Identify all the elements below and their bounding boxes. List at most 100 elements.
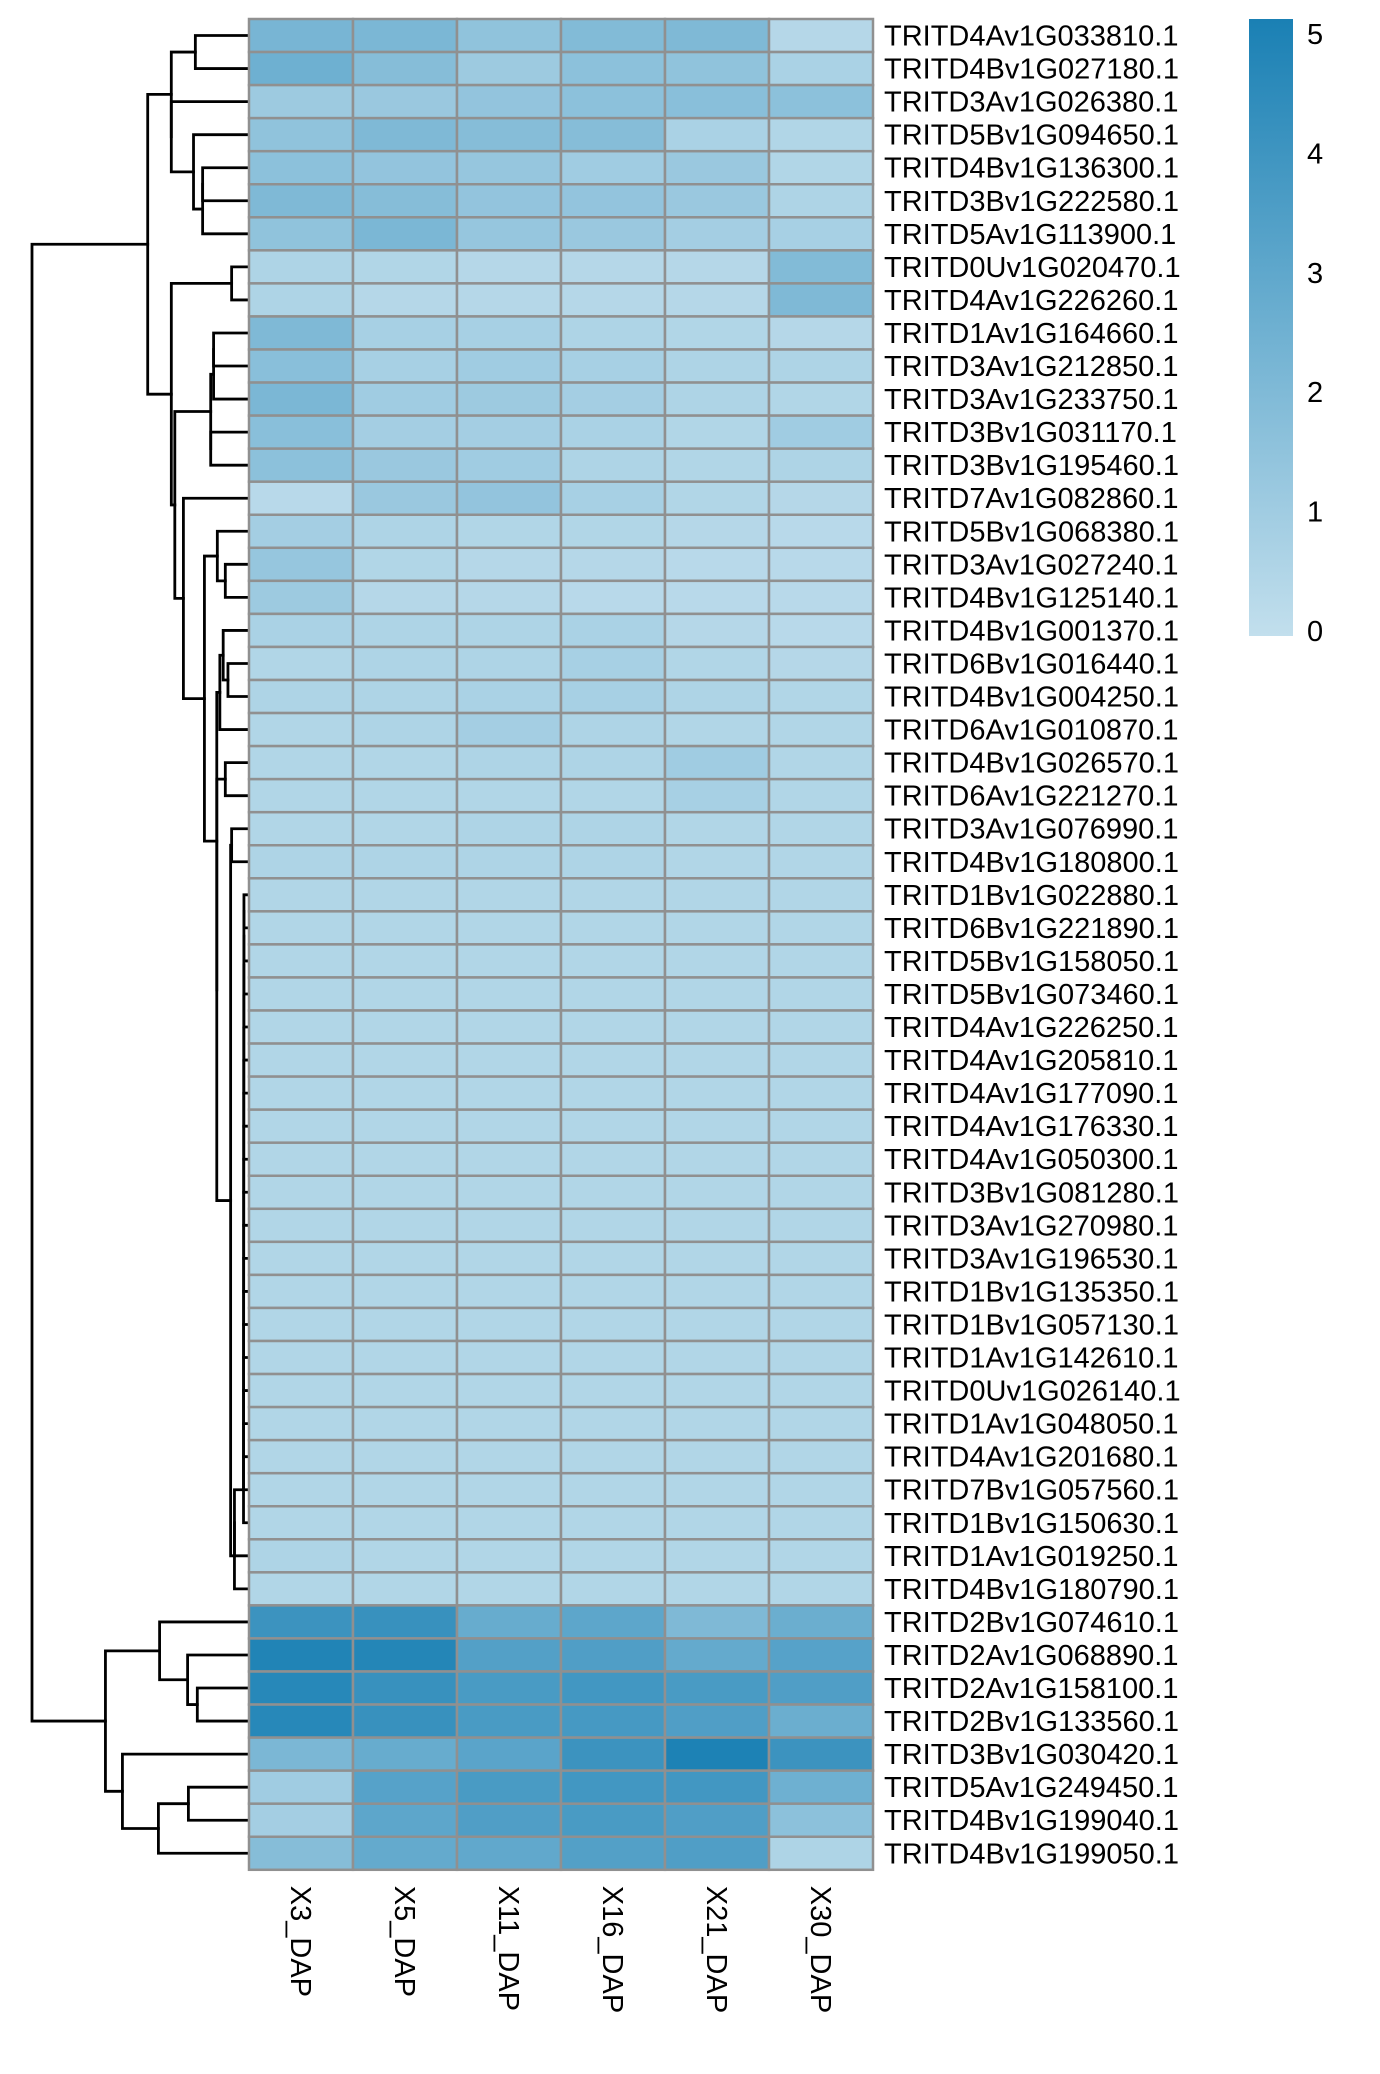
row-label: TRITD3Bv1G081280.1 bbox=[884, 1177, 1179, 1209]
heatmap-cell bbox=[559, 810, 667, 847]
heatmap-cell bbox=[663, 976, 771, 1012]
heatmap-cell bbox=[559, 1372, 667, 1409]
heatmap-cell bbox=[351, 83, 459, 120]
row-label: TRITD6Bv1G016440.1 bbox=[884, 648, 1179, 680]
column-label: X11_DAP bbox=[492, 1886, 524, 2011]
heatmap-cell bbox=[767, 480, 875, 517]
heatmap-cell bbox=[559, 1174, 667, 1211]
heatmap-cell bbox=[351, 1736, 459, 1772]
heatmap-cell bbox=[455, 1438, 563, 1475]
heatmap-cell bbox=[559, 1538, 667, 1574]
heatmap-cell bbox=[455, 1471, 563, 1508]
row-label: TRITD5Bv1G094650.1 bbox=[884, 120, 1179, 152]
heatmap-cell bbox=[663, 910, 771, 946]
heatmap-cell bbox=[663, 678, 771, 715]
row-label: TRITD4Av1G201680.1 bbox=[884, 1442, 1178, 1474]
heatmap-cell bbox=[455, 249, 563, 285]
dendrogram-branch bbox=[121, 1752, 251, 1830]
heatmap-cell bbox=[351, 744, 459, 781]
heatmap-cell bbox=[767, 1637, 875, 1673]
heatmap-cell bbox=[767, 777, 875, 814]
color-legend-bar bbox=[1249, 19, 1293, 636]
dendrogram-branch bbox=[209, 430, 251, 467]
heatmap-cell bbox=[767, 447, 875, 483]
heatmap-cell bbox=[455, 777, 563, 814]
heatmap-cell bbox=[559, 1637, 667, 1673]
row-label: TRITD4Bv1G180800.1 bbox=[884, 847, 1179, 879]
heatmap-cell bbox=[559, 612, 667, 649]
heatmap-cell bbox=[767, 17, 875, 54]
heatmap-cell bbox=[455, 1405, 563, 1442]
heatmap-cell bbox=[351, 1802, 459, 1838]
heatmap-cell bbox=[559, 315, 667, 351]
dendrogram-branch bbox=[157, 1802, 251, 1855]
heatmap-cell bbox=[247, 216, 355, 252]
row-label: TRITD1Av1G164660.1 bbox=[884, 318, 1178, 350]
heatmap-cell bbox=[663, 711, 771, 748]
heatmap-cell bbox=[663, 381, 771, 417]
heatmap-cell bbox=[455, 910, 563, 946]
heatmap-cell bbox=[455, 744, 563, 781]
heatmap-cell bbox=[351, 1174, 459, 1211]
heatmap-cell bbox=[559, 1339, 667, 1376]
heatmap-cell bbox=[767, 579, 875, 616]
heatmap-cell bbox=[663, 513, 771, 550]
dendrogram-branch bbox=[201, 166, 251, 203]
color-legend: 0 1 2 3 4 5 bbox=[1249, 19, 1323, 648]
dendrogram-branch bbox=[192, 133, 251, 211]
heatmap-cell bbox=[351, 1471, 459, 1508]
heatmap-cell bbox=[559, 744, 667, 781]
heatmap-cell bbox=[559, 1009, 667, 1045]
heatmap-cell bbox=[767, 1538, 875, 1574]
heatmap-cell bbox=[247, 645, 355, 682]
dendrogram-branch bbox=[230, 265, 251, 302]
dendrogram-branch bbox=[223, 562, 251, 599]
heatmap-cell bbox=[559, 1306, 667, 1343]
dendrogram-branch bbox=[215, 529, 251, 583]
heatmap-cell bbox=[247, 249, 355, 285]
row-label: TRITD4Bv1G026570.1 bbox=[884, 748, 1179, 780]
row-label: TRITD3Bv1G195460.1 bbox=[884, 450, 1179, 482]
heatmap-cell bbox=[247, 1571, 355, 1607]
heatmap-cell bbox=[559, 1042, 667, 1078]
heatmap-cell bbox=[663, 1438, 771, 1475]
heatmap-cell bbox=[455, 1670, 563, 1706]
heatmap-cell bbox=[247, 282, 355, 318]
heatmap-cell bbox=[767, 249, 875, 285]
heatmap-cell bbox=[351, 579, 459, 616]
heatmap-cell bbox=[767, 1009, 875, 1045]
dendrogram-branch bbox=[193, 34, 251, 70]
heatmap-cell bbox=[455, 877, 563, 913]
heatmap-cell bbox=[247, 17, 355, 54]
heatmap-cell bbox=[663, 183, 771, 219]
legend-tick-label: 4 bbox=[1307, 138, 1323, 170]
heatmap-cell bbox=[767, 1769, 875, 1805]
heatmap-cell bbox=[351, 1703, 459, 1739]
heatmap-cell bbox=[351, 877, 459, 913]
heatmap-cell bbox=[455, 1240, 563, 1277]
heatmap-cell bbox=[455, 183, 563, 219]
row-label: TRITD0Uv1G020470.1 bbox=[884, 252, 1181, 284]
heatmap-cell bbox=[663, 315, 771, 351]
heatmap-cell bbox=[247, 546, 355, 583]
row-label: TRITD1Bv1G135350.1 bbox=[884, 1276, 1179, 1308]
heatmap-cell bbox=[351, 17, 459, 54]
heatmap-cell bbox=[247, 1835, 355, 1872]
heatmap-cell bbox=[559, 546, 667, 583]
heatmap-cell bbox=[455, 1306, 563, 1343]
heatmap-cell bbox=[663, 282, 771, 318]
heatmap-cell bbox=[247, 1306, 355, 1343]
row-label: TRITD4Bv1G125140.1 bbox=[884, 582, 1179, 614]
heatmap-cell bbox=[767, 315, 875, 351]
heatmap-cell bbox=[455, 546, 563, 583]
heatmap-cell bbox=[559, 183, 667, 219]
heatmap-cell bbox=[455, 315, 563, 351]
heatmap-cell bbox=[455, 282, 563, 318]
heatmap-cell bbox=[455, 1108, 563, 1144]
heatmap-cell bbox=[767, 1174, 875, 1211]
heatmap-cell bbox=[767, 149, 875, 186]
heatmap-cell bbox=[663, 149, 771, 186]
row-label: TRITD4Av1G177090.1 bbox=[884, 1078, 1178, 1110]
heatmap-cell bbox=[247, 1736, 355, 1772]
legend-tick-label: 5 bbox=[1307, 19, 1323, 51]
